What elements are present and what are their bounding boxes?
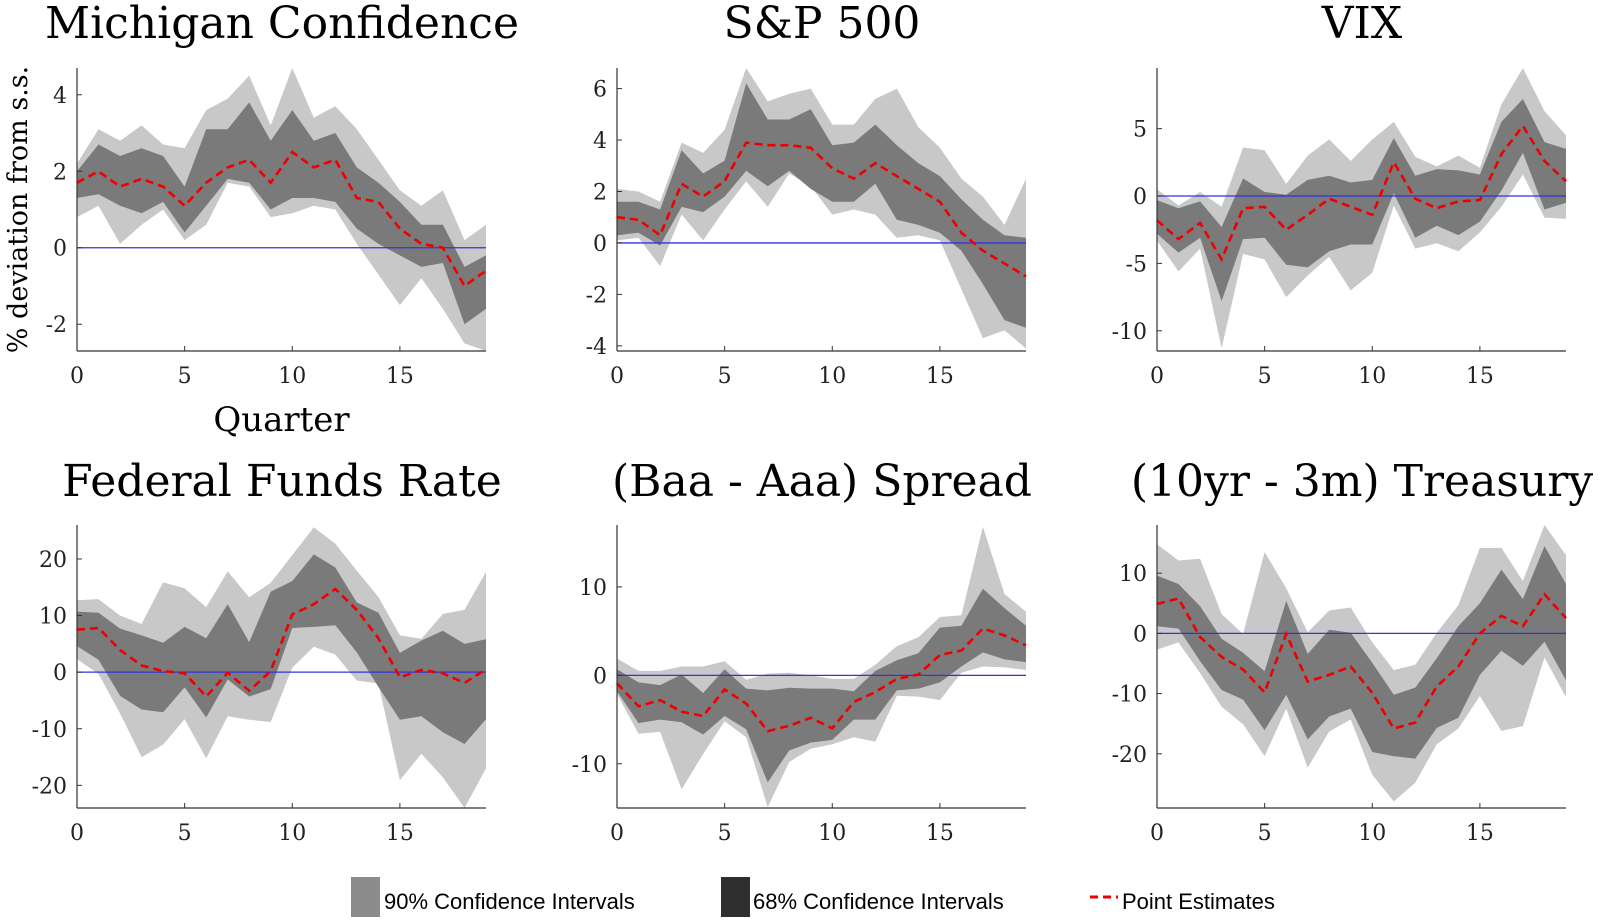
x-tick-label: 5 — [718, 821, 732, 846]
x-tick-label: 0 — [610, 364, 624, 389]
y-tick-label: 0 — [593, 232, 607, 257]
y-tick-label: -5 — [1126, 252, 1147, 277]
x-tick-label: 10 — [1358, 364, 1386, 389]
point-estimate-line — [616, 141, 1027, 278]
legend-ci68-swatch — [721, 877, 750, 917]
x-tick-label: 0 — [70, 821, 84, 846]
y-tick-label: 0 — [53, 237, 67, 262]
point-estimate-line — [76, 150, 487, 288]
x-tick-label: 10 — [278, 821, 306, 846]
chart-panel: 0 5 10 15 -10 0 10 (Baa - Aaa) Spread — [572, 456, 1032, 846]
y-tick-label: -20 — [32, 774, 67, 799]
ci68-band — [617, 588, 1026, 783]
point-estimate-line — [1156, 123, 1567, 263]
legend: 90% Confidence Intervals 68% Confidence … — [351, 877, 1275, 917]
y-tick-label: -2 — [586, 283, 607, 308]
ci90-band — [617, 68, 1026, 349]
x-tick-label: 15 — [386, 364, 414, 389]
y-tick-label: 20 — [39, 548, 67, 573]
x-tick-label: 5 — [718, 364, 732, 389]
y-tick-label: 5 — [1133, 118, 1147, 143]
x-tick-label: 15 — [1466, 821, 1494, 846]
y-tick-label: 0 — [593, 664, 607, 689]
ci90-band — [77, 527, 486, 808]
chart-panel: 0 5 10 15 -20 -10 0 10 (10yr - 3m) Treasury — [1112, 456, 1594, 846]
ci68-band — [1157, 99, 1566, 302]
x-tick-label: 0 — [1150, 364, 1164, 389]
x-tick-label: 5 — [1258, 364, 1272, 389]
x-tick-label: 15 — [926, 364, 954, 389]
y-tick-label: 6 — [593, 78, 607, 103]
y-tick-label: 0 — [53, 661, 67, 686]
chart-panel: 0 5 10 15 -20 -10 0 10 20 Federal Funds Rate — [32, 456, 502, 846]
y-tick-label: 2 — [53, 160, 67, 185]
legend-ci90-swatch — [351, 877, 380, 917]
panel-title: (10yr - 3m) Treasury — [1131, 456, 1593, 507]
panel-title: Federal Funds Rate — [62, 456, 502, 507]
legend-ci90-label: 90% Confidence Intervals — [384, 889, 635, 914]
y-tick-label: -10 — [32, 718, 67, 743]
legend-ci68-label: 68% Confidence Intervals — [753, 889, 1004, 914]
x-tick-label: 5 — [1258, 821, 1272, 846]
legend-point-label: Point Estimates — [1122, 889, 1275, 914]
y-tick-label: -4 — [586, 335, 607, 360]
ci68-band — [77, 554, 486, 744]
x-tick-label: 10 — [818, 821, 846, 846]
ci90-band — [617, 526, 1026, 808]
y-tick-label: 4 — [593, 129, 607, 154]
y-tick-label: -10 — [572, 753, 607, 778]
point-estimate-line — [76, 587, 487, 699]
panel-title: VIX — [1321, 0, 1403, 49]
chart-panel: 0 5 10 15 -2 0 2 4 Michigan Confidence Quarter % d… — [3, 0, 519, 440]
y-tick-label: -10 — [1112, 683, 1147, 708]
ci68-band — [1157, 546, 1566, 759]
x-tick-label: 0 — [1150, 821, 1164, 846]
x-tick-label: 10 — [818, 364, 846, 389]
x-axis-label: Quarter — [213, 400, 350, 440]
y-tick-label: -10 — [1112, 320, 1147, 345]
x-tick-label: 0 — [610, 821, 624, 846]
y-tick-label: -2 — [46, 313, 67, 338]
x-tick-label: 5 — [178, 364, 192, 389]
panel-title: (Baa - Aaa) Spread — [612, 456, 1032, 507]
chart-panel: 0 5 10 15 -4 -2 0 2 4 6 S&P 500 — [586, 0, 1027, 389]
panel-title: Michigan Confidence — [45, 0, 519, 49]
ci68-band — [617, 83, 1026, 328]
x-tick-label: 10 — [1358, 821, 1386, 846]
y-tick-label: 10 — [579, 576, 607, 601]
ci68-band — [77, 102, 486, 325]
point-estimate-line — [1156, 592, 1567, 731]
y-tick-label: 10 — [39, 605, 67, 630]
y-tick-label: 4 — [53, 84, 67, 109]
x-tick-label: 10 — [278, 364, 306, 389]
y-tick-label: 2 — [593, 180, 607, 205]
y-tick-label: -20 — [1112, 743, 1147, 768]
panel-title: S&P 500 — [724, 0, 921, 49]
x-tick-label: 15 — [386, 821, 414, 846]
y-tick-label: 0 — [1133, 622, 1147, 647]
y-tick-label: 10 — [1119, 562, 1147, 587]
point-estimate-line — [616, 627, 1027, 733]
y-tick-label: 0 — [1133, 185, 1147, 210]
x-tick-label: 15 — [926, 821, 954, 846]
y-axis-label: % deviation from s.s. — [3, 66, 34, 353]
x-tick-label: 0 — [70, 364, 84, 389]
x-tick-label: 15 — [1466, 364, 1494, 389]
chart-panel: 0 5 10 15 -10 -5 0 5 VIX — [1112, 0, 1567, 389]
x-tick-label: 5 — [178, 821, 192, 846]
ci90-band — [77, 68, 486, 351]
